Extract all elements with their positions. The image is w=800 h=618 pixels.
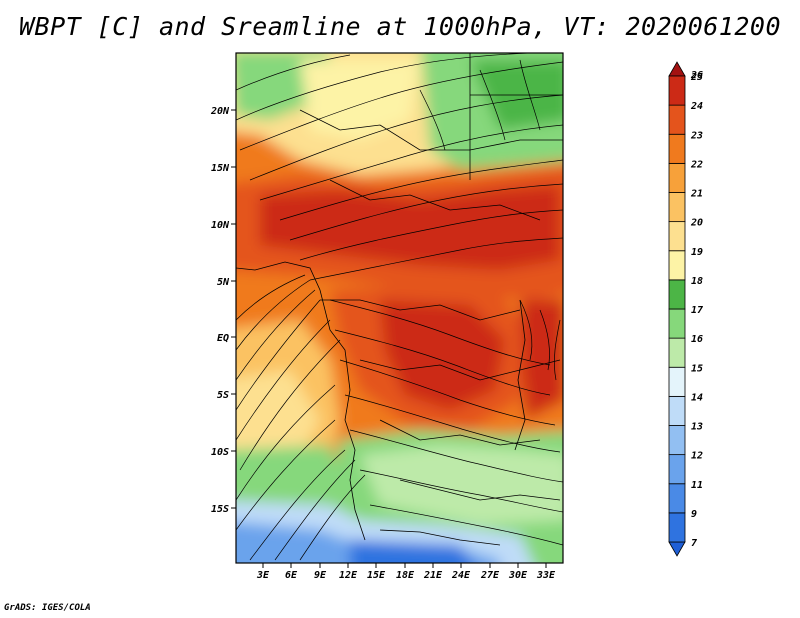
colorbar-swatch — [668, 61, 686, 77]
lon-label: 3E — [256, 570, 270, 581]
colorbar-swatch — [668, 250, 686, 281]
lon-label: 21E — [423, 570, 443, 581]
lon-label: 27E — [480, 570, 500, 581]
colorbar-swatch — [668, 162, 686, 193]
lat-axis: 20N 15N 10N 5N EQ 5S 10S 15S — [210, 106, 236, 515]
colorbar-label: 22 — [690, 159, 703, 170]
colorbar-label: 19 — [691, 247, 703, 258]
colorbar-label: 21 — [690, 189, 703, 200]
lon-label: 24E — [451, 570, 471, 581]
colorbar-swatch — [668, 541, 686, 557]
colorbar-label: 9 — [691, 509, 697, 520]
lat-label: 10S — [211, 447, 229, 458]
wbpt-field — [236, 53, 563, 563]
colorbar-label: 11 — [691, 480, 703, 491]
lat-label: 20N — [210, 106, 230, 117]
lat-label: 15N — [211, 163, 230, 174]
colorbar-swatch — [668, 395, 686, 426]
colorbar-swatch — [668, 483, 686, 514]
colorbar-label: 17 — [691, 305, 703, 316]
colorbar-swatch — [668, 104, 686, 135]
lat-label: 5S — [217, 390, 229, 401]
colorbar-swatch — [668, 512, 686, 543]
map-title: WBPT [C] and Sreamline at 1000hPa, VT: 2… — [18, 12, 781, 41]
colorbar-label: 20 — [690, 218, 703, 229]
colorbar-swatch — [668, 75, 686, 106]
lat-label: 5N — [217, 277, 230, 288]
colorbar-swatch — [668, 337, 686, 368]
colorbar-swatch — [668, 133, 686, 164]
colorbar-label: 24 — [690, 101, 703, 112]
lon-label: 18E — [396, 570, 415, 581]
colorbar-swatch — [668, 192, 686, 223]
streamlines — [236, 53, 563, 561]
boundaries — [236, 53, 563, 546]
colorbar-label: 25 — [690, 72, 703, 83]
colorbar-label: 7 — [691, 538, 697, 549]
lon-label: 15E — [367, 570, 386, 581]
colorbar-swatch — [668, 425, 686, 456]
grads-credit: GrADS: IGES/COLA — [4, 603, 91, 613]
colorbar-label: 18 — [691, 276, 703, 287]
lat-label: 15S — [211, 504, 229, 515]
colorbar-label: 23 — [690, 130, 703, 141]
lon-label: 12E — [339, 570, 358, 581]
colorbar-swatch — [668, 308, 686, 339]
colorbar-label: 12 — [691, 451, 703, 462]
lat-label: 10N — [211, 220, 230, 231]
colorbar-label: 13 — [691, 422, 703, 433]
plot-frame — [235, 52, 564, 564]
lon-label: 33E — [536, 570, 556, 581]
colorbar-swatch — [668, 221, 686, 252]
lon-label: 6E — [285, 570, 298, 581]
colorbar-swatch — [668, 454, 686, 485]
colorbar-swatch — [668, 279, 686, 310]
colorbar-label: 14 — [691, 392, 703, 403]
lon-axis: 3E 6E 9E 12E 15E 18E 21E 24E 27E 30E 33E — [256, 563, 556, 581]
lon-label: 9E — [314, 570, 327, 581]
colorbar-label: 26 — [690, 70, 703, 81]
colorbar-label: 16 — [691, 334, 703, 345]
colorbar-swatch — [668, 366, 686, 397]
colorbar-label: 15 — [691, 363, 703, 374]
lon-label: 30E — [508, 570, 528, 581]
lat-label: EQ — [217, 333, 229, 344]
